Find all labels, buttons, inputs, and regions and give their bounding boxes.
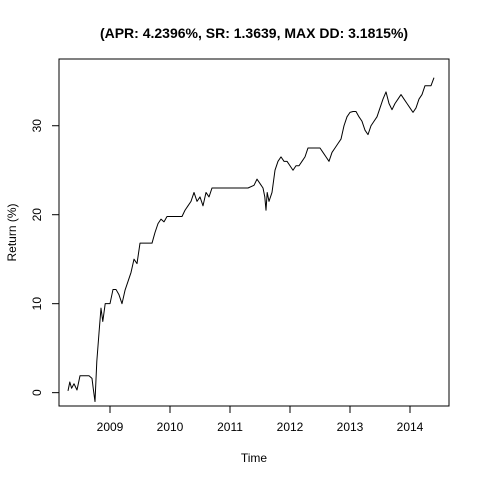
- series-layer: [67, 77, 435, 403]
- chart-title: (APR: 4.2396%, SR: 1.3639, MAX DD: 3.181…: [100, 25, 408, 41]
- x-tick-label: 2010: [157, 420, 184, 434]
- x-axis: 2009 2010 2011 2012 2013 2014: [97, 406, 424, 434]
- x-tick-label: 2012: [277, 420, 304, 434]
- y-tick-label: 30: [30, 119, 44, 133]
- x-tick-label: 2014: [397, 420, 424, 434]
- x-tick-label: 2011: [217, 420, 243, 434]
- x-axis-label: Time: [241, 451, 268, 465]
- y-tick-label: 10: [30, 297, 44, 311]
- y-tick-label: 20: [30, 208, 44, 222]
- x-tick-label: 2009: [97, 420, 124, 434]
- y-axis-label: Return (%): [5, 203, 19, 261]
- plot-frame: [58, 58, 450, 407]
- x-tick-label: 2013: [337, 420, 364, 434]
- return-series-line: [67, 77, 435, 403]
- y-tick-label: 0: [30, 389, 44, 396]
- y-axis: 0 10 20 30: [30, 119, 59, 396]
